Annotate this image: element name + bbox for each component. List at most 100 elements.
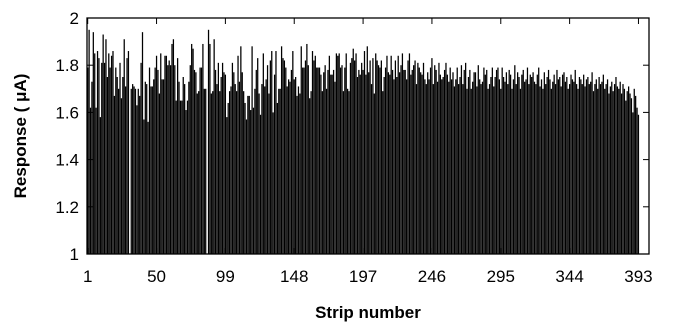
bar-strip-79 <box>196 93 198 255</box>
bar-strip-389 <box>632 112 634 255</box>
bar-strip-98 <box>223 72 225 254</box>
bar-strip-208 <box>377 65 380 254</box>
bar-strip-377 <box>615 77 617 254</box>
bar-strip-250 <box>436 81 439 254</box>
bar-strip-106 <box>234 84 236 254</box>
bar-strip-116 <box>248 95 250 254</box>
bar-strip-354 <box>583 74 585 254</box>
bar-strip-162 <box>313 60 315 255</box>
bar-strip-281 <box>480 84 482 254</box>
bar-strip-336 <box>557 79 560 254</box>
bar-strip-243 <box>427 72 429 254</box>
bar-strip-379 <box>618 88 620 254</box>
bar-strip-330 <box>549 79 551 254</box>
bar-strip-223 <box>398 72 401 254</box>
bar-strip-59 <box>168 60 170 255</box>
bar-strip-292 <box>495 69 498 254</box>
bar-strip-7 <box>95 107 97 255</box>
bar-strip-233 <box>413 65 415 254</box>
bar-strip-291 <box>494 77 496 254</box>
bar-strip-72 <box>186 100 189 254</box>
bar-strip-199 <box>365 74 367 254</box>
bar-strip-144 <box>287 79 290 254</box>
bar-strip-156 <box>304 60 307 255</box>
bar-strip-47 <box>151 86 153 254</box>
bar-strip-25 <box>120 98 123 255</box>
bar-strip-342 <box>566 77 568 254</box>
bar-strip-225 <box>401 53 404 255</box>
bar-strip-83 <box>202 43 204 255</box>
bar-strip-288 <box>490 77 492 254</box>
bar-strip-227 <box>404 69 406 254</box>
bar-strip-247 <box>432 84 434 254</box>
bar-strip-60 <box>169 65 172 254</box>
bar-strip-371 <box>606 79 609 254</box>
bar-strip-114 <box>245 119 248 254</box>
bar-strip-316 <box>529 74 531 254</box>
bar-strip-300 <box>507 84 509 254</box>
bar-strip-117 <box>250 110 252 254</box>
bar-strip-248 <box>434 65 436 254</box>
bar-strip-365 <box>598 77 600 254</box>
bar-strip-279 <box>477 65 479 254</box>
bar-strip-152 <box>299 93 301 255</box>
bar-strip-189 <box>351 58 353 255</box>
bar-strip-41 <box>143 119 145 254</box>
bar-strip-6 <box>94 53 96 255</box>
bar-strip-73 <box>188 81 190 254</box>
bar-strip-384 <box>625 100 627 254</box>
bar-strip-140 <box>282 58 284 255</box>
bar-strip-369 <box>604 88 606 254</box>
bar-strip-380 <box>619 81 621 254</box>
bar-strip-272 <box>467 77 470 254</box>
bar-strip-306 <box>515 84 517 254</box>
bar-strip-16 <box>108 53 110 255</box>
bar-strip-129 <box>266 65 269 254</box>
bar-strip-339 <box>561 74 564 254</box>
bar-strip-237 <box>418 67 420 254</box>
bar-strip-353 <box>581 84 583 254</box>
bar-strip-5 <box>92 32 94 254</box>
bar-strip-55 <box>162 79 165 254</box>
bar-strip-345 <box>570 74 572 254</box>
bar-strip-230 <box>408 53 411 255</box>
bar-strip-298 <box>504 81 506 254</box>
bar-strip-78 <box>195 72 197 254</box>
bars-group <box>87 29 640 255</box>
x-tick-label: 148 <box>280 267 308 286</box>
bar-strip-108 <box>237 55 239 255</box>
bar-strip-132 <box>271 51 273 254</box>
bar-strip-45 <box>148 67 151 254</box>
bar-strip-96 <box>220 77 222 254</box>
bar-strip-23 <box>117 88 120 254</box>
bar-strip-169 <box>323 72 325 254</box>
bar-strip-124 <box>259 114 262 254</box>
bar-strip-179 <box>337 55 339 255</box>
bar-strip-184 <box>344 67 346 254</box>
bar-strip-203 <box>370 84 373 254</box>
bar-strip-366 <box>599 84 602 254</box>
bar-strip-56 <box>164 55 166 255</box>
bar-strip-107 <box>236 91 238 254</box>
bar-strip-255 <box>443 69 446 254</box>
bar-strip-100 <box>226 117 228 255</box>
bar-strip-343 <box>567 88 569 254</box>
bar-strip-361 <box>592 91 595 254</box>
bar-strip-19 <box>112 51 114 254</box>
bar-strip-265 <box>457 84 460 254</box>
bar-strip-50 <box>155 55 158 255</box>
bar-strip-350 <box>577 88 579 254</box>
bar-strip-356 <box>585 79 588 254</box>
bar-strip-161 <box>311 51 314 254</box>
bar-strip-359 <box>590 81 592 254</box>
bar-strip-175 <box>331 74 333 254</box>
bar-strip-236 <box>417 62 419 255</box>
bar-strip-122 <box>257 58 259 255</box>
bar-strip-109 <box>238 81 241 254</box>
bar-strip-301 <box>508 69 510 254</box>
bar-strip-209 <box>379 67 381 254</box>
bar-strip-238 <box>420 72 422 254</box>
bar-strip-4 <box>91 81 93 254</box>
bar-strip-239 <box>421 74 423 254</box>
x-tick-label: 50 <box>147 267 166 286</box>
